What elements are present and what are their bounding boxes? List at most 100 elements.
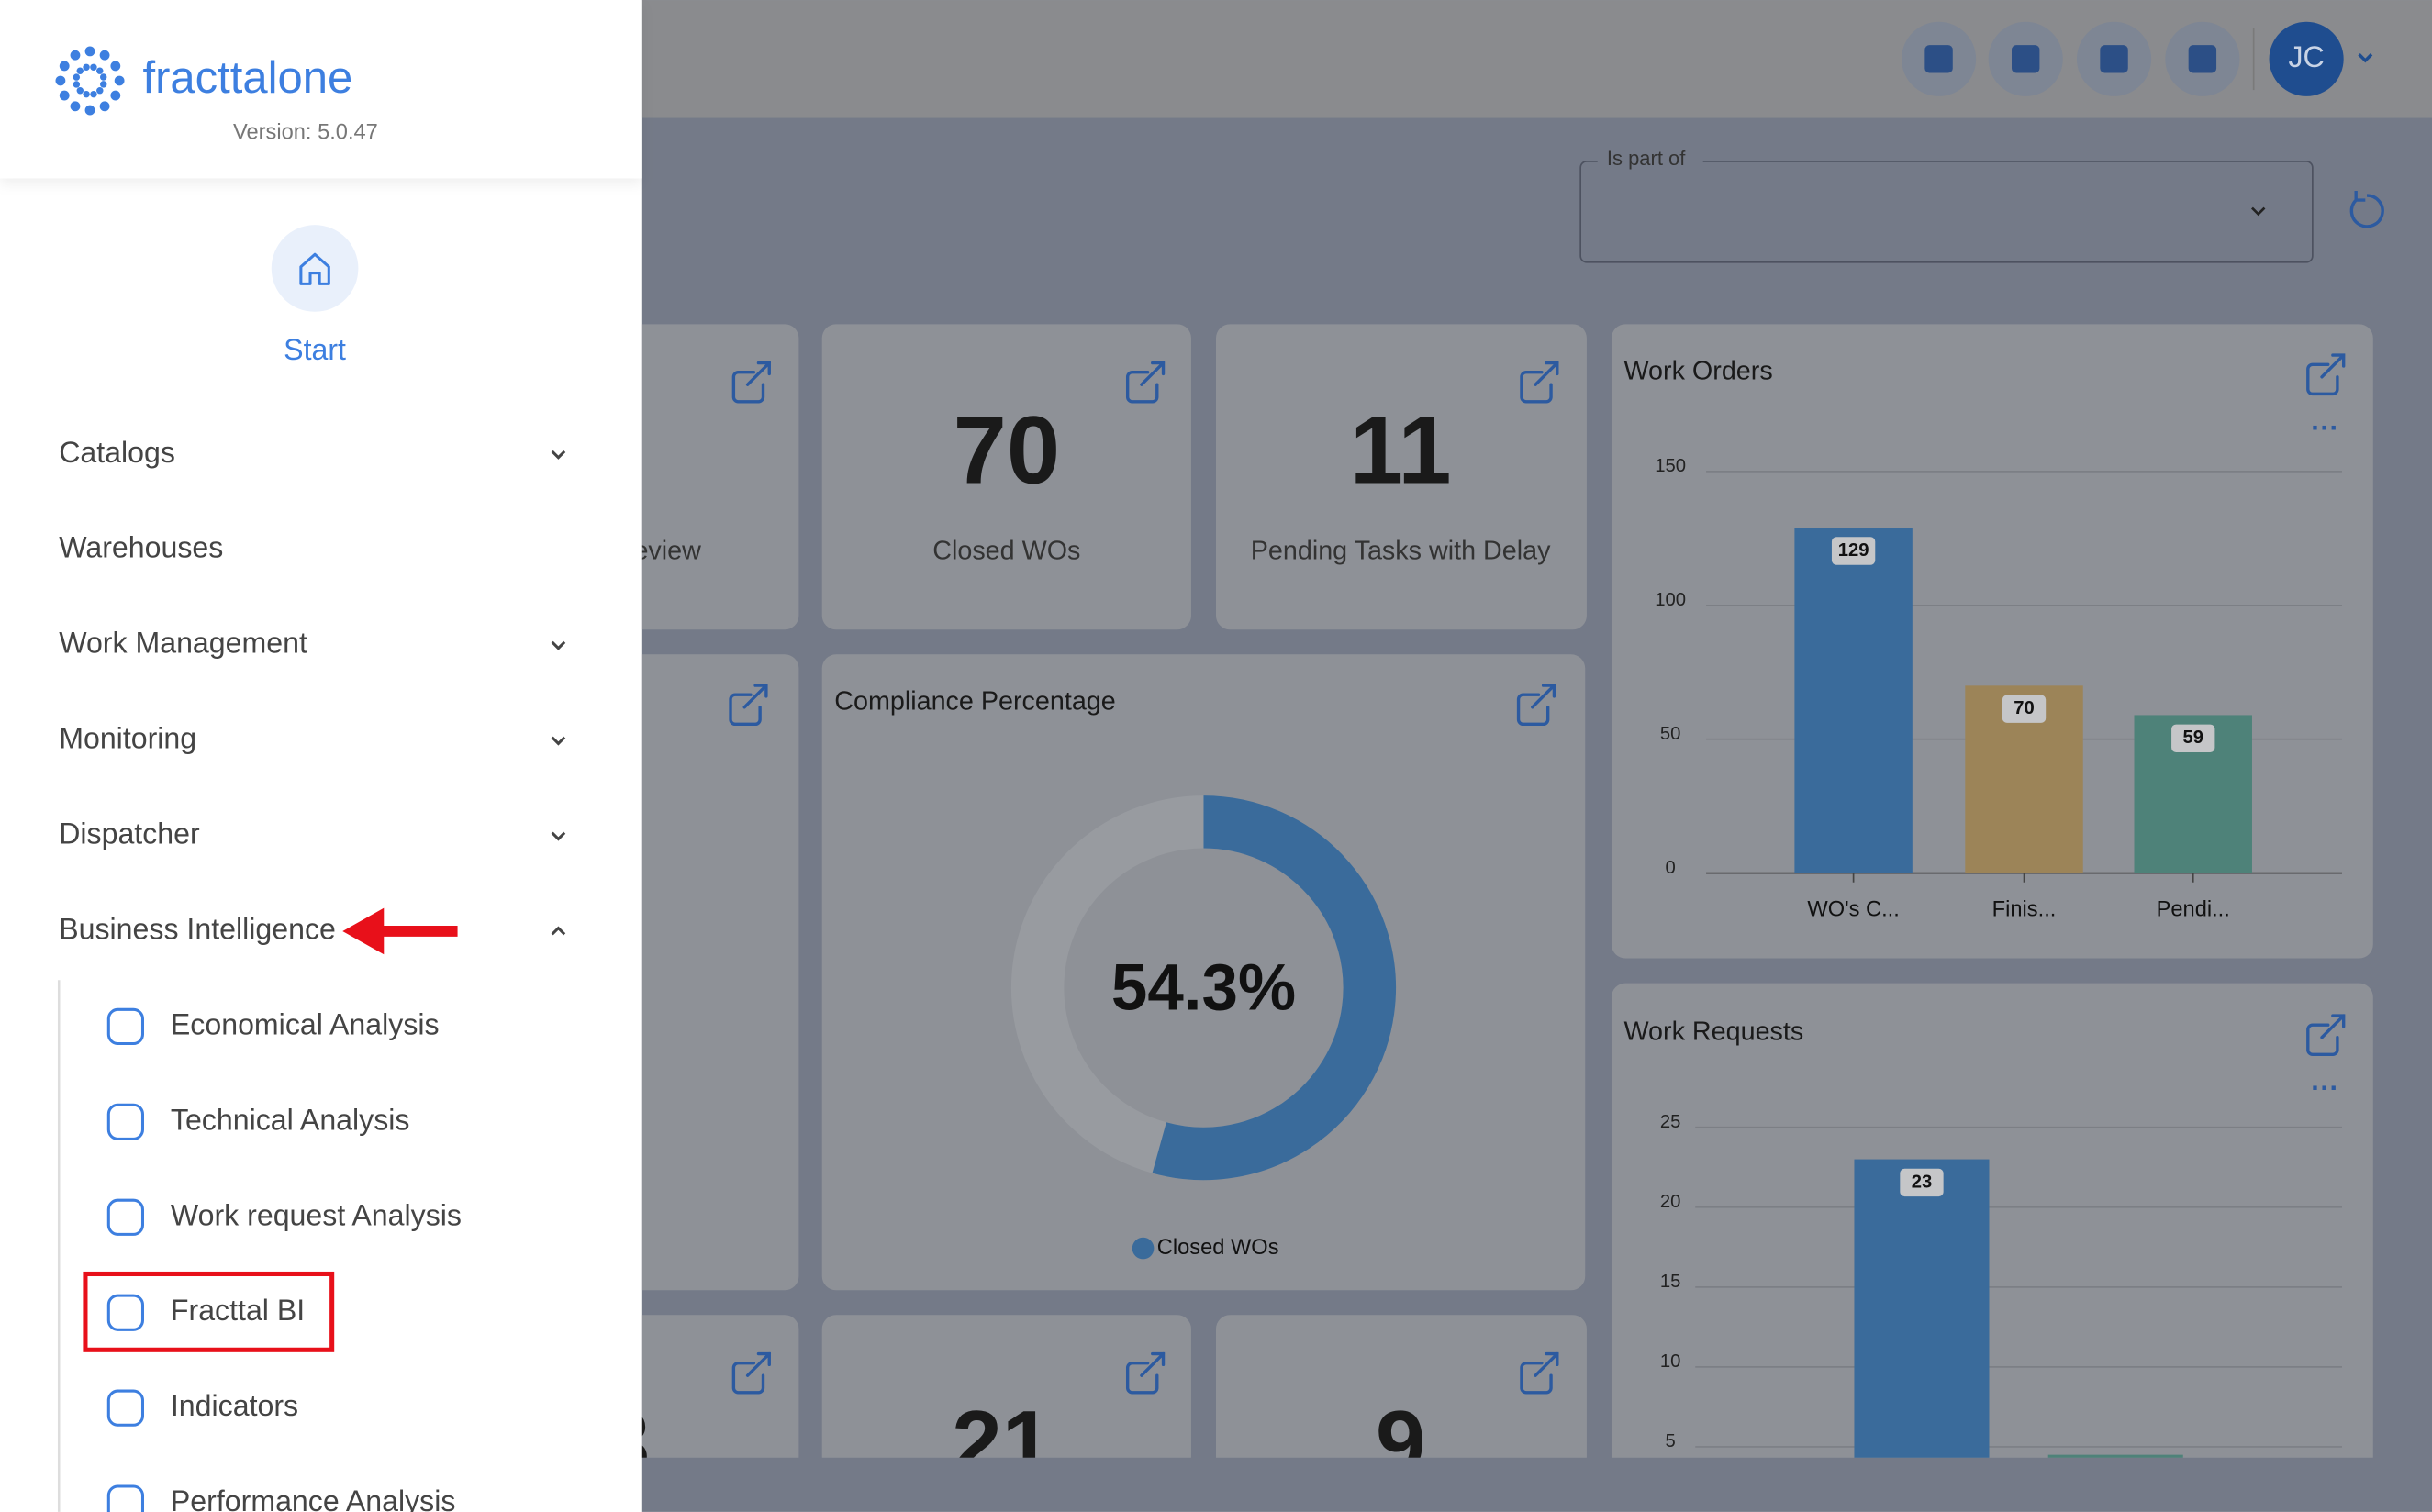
logo-dot (90, 90, 97, 98)
kpi-label: Closed WOs (932, 536, 1080, 565)
logo-area (0, 0, 642, 179)
open-link-icon[interactable] (1520, 1351, 1559, 1395)
open-link-icon[interactable] (1516, 684, 1556, 727)
logo-dot (84, 46, 95, 57)
y-tick-label: 0 (1666, 858, 1676, 878)
donut-value-label: 54.3% (1111, 951, 1296, 1024)
refresh-icon[interactable] (2349, 190, 2384, 228)
logo-dot (96, 87, 104, 94)
logo-dot (84, 105, 95, 116)
logo-text: fracttalone (142, 53, 352, 103)
data-label: 70 (2014, 698, 2035, 718)
card (641, 654, 799, 1291)
logo-dot (76, 67, 84, 74)
kpi-label: eview (633, 536, 701, 565)
menu-item[interactable]: Catalogs (59, 436, 175, 469)
x-tick-label: WO's C... (1807, 897, 1899, 921)
menu-item[interactable]: Warehouses (59, 531, 223, 564)
submenu-item[interactable]: Indicators (171, 1389, 298, 1422)
chart-menu: ··· (2311, 1073, 2338, 1104)
card (821, 654, 1586, 1291)
card (821, 1315, 1191, 1458)
content: eview 70 Closed WOs 11 Pending Tasks with De… (600, 324, 2373, 1493)
chart-title: Work Orders (1623, 356, 1772, 385)
logo-dot (110, 90, 121, 101)
start-label[interactable]: Start (284, 333, 346, 366)
avatar[interactable] (2269, 21, 2344, 96)
submenu-icon (106, 1294, 145, 1331)
menu-item[interactable]: Monitoring (59, 722, 196, 755)
y-tick-label: 10 (1660, 1351, 1681, 1372)
submenu-item[interactable]: Technical Analysis (171, 1103, 410, 1136)
logo-dot (55, 75, 66, 86)
legend-swatch (1132, 1237, 1155, 1260)
y-tick-label: 25 (1660, 1112, 1681, 1132)
menu-chevron (551, 831, 566, 841)
header-icon[interactable] (2076, 21, 2152, 96)
header-icon[interactable] (1902, 21, 1977, 96)
header-icon[interactable] (1988, 21, 2063, 96)
filter-label-gap (1597, 149, 1703, 172)
x-tick-label: Finis... (1992, 897, 2057, 921)
bar (1854, 1159, 1990, 1458)
logo-dot (70, 50, 81, 61)
open-link-icon[interactable] (1520, 361, 1559, 404)
header-icon-glyph (2188, 45, 2217, 73)
logo-dot (59, 90, 70, 101)
logo-dot (114, 75, 125, 86)
header-icon-glyph (1924, 45, 1953, 73)
open-link-icon[interactable] (1125, 361, 1166, 404)
bar (2047, 1454, 2183, 1458)
y-tick-label: 50 (1660, 724, 1681, 744)
y-tick-label: 15 (1660, 1272, 1681, 1292)
menu-item[interactable]: Dispatcher (59, 817, 200, 850)
filter-box[interactable] (1579, 161, 2314, 263)
header-icon[interactable] (2165, 21, 2240, 96)
y-tick-label: 100 (1655, 590, 1686, 610)
submenu-icon (106, 1198, 145, 1236)
bar (1794, 528, 1913, 873)
chart-title: Compliance Percentage (834, 686, 1116, 716)
logo-dot (76, 87, 84, 94)
submenu-item[interactable]: Economical Analysis (171, 1007, 440, 1040)
start-icon-bg[interactable] (271, 225, 359, 312)
submenu-icon (106, 1484, 145, 1512)
menu-item[interactable]: Business Intelligence (59, 912, 336, 945)
menu-chevron (551, 640, 566, 650)
y-tick-label: 5 (1666, 1431, 1676, 1451)
submenu-item[interactable]: Work request Analysis (171, 1198, 462, 1231)
chart-title: Work Requests (1623, 1017, 1803, 1046)
open-link-icon[interactable] (1125, 1351, 1166, 1395)
card (821, 324, 1191, 630)
top-bar (641, 0, 2432, 118)
menu-chevron (551, 736, 566, 746)
donut-arc (1152, 795, 1397, 1181)
x-tick-label: Pendi... (2157, 897, 2230, 921)
data-label: 59 (2182, 728, 2203, 748)
menu-chevron (551, 450, 566, 460)
open-link-icon[interactable] (731, 1351, 771, 1395)
logo-dot (99, 73, 107, 81)
submenu-icon (106, 1389, 145, 1427)
logo-dot (90, 63, 97, 72)
open-link-icon[interactable] (729, 684, 768, 727)
menu-item[interactable]: Work Management (59, 627, 307, 660)
highlight-box (83, 1271, 335, 1352)
open-link-icon[interactable] (2306, 353, 2346, 396)
open-link-icon[interactable] (731, 361, 771, 404)
home-icon (299, 252, 330, 285)
submenu-item[interactable]: Fracttal BI (171, 1294, 305, 1327)
submenu-item[interactable]: Performance Analysis (171, 1484, 456, 1512)
logo-dot (96, 67, 104, 74)
data-label-bg (1831, 537, 1876, 565)
logo-dot (73, 81, 81, 88)
header-icon-glyph (2100, 45, 2128, 73)
data-label: 23 (1912, 1172, 1933, 1192)
logo-dot (99, 50, 110, 61)
submenu-icon (106, 1007, 145, 1046)
kpi-value: 3 (600, 1392, 651, 1493)
open-link-icon[interactable] (2306, 1014, 2346, 1057)
filter-label: Is part of (1607, 147, 1686, 170)
card (1216, 324, 1587, 630)
data-label-bg (2002, 695, 2047, 723)
